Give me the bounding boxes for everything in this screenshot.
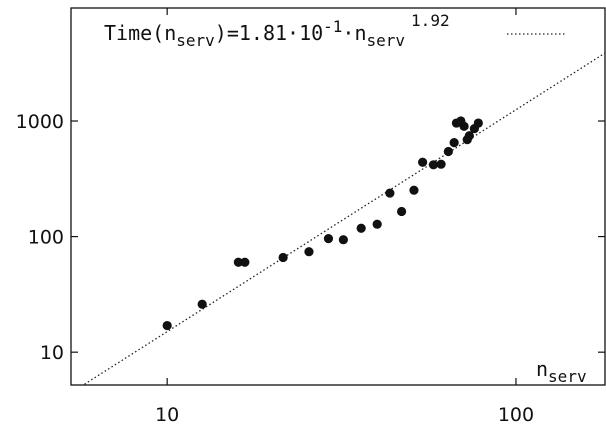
data-point — [443, 146, 453, 157]
x-axis-label-base: n — [536, 357, 548, 381]
axis-ticks — [71, 8, 605, 385]
data-point — [162, 320, 172, 331]
data-point — [464, 131, 474, 141]
plot-frame — [70, 7, 606, 386]
data-point — [385, 188, 395, 198]
data-point — [473, 118, 483, 128]
data-point — [436, 159, 446, 169]
data-point — [409, 185, 419, 195]
data-point — [240, 257, 250, 267]
fit-line — [82, 52, 605, 385]
y-tick-label: 100 — [28, 227, 64, 249]
legend-sup-2: 1.92 — [411, 11, 450, 30]
x-tick-label: 10 — [155, 404, 179, 425]
data-point — [304, 247, 314, 257]
data-point — [356, 223, 366, 233]
tick-labels: 10 100 10 100 1000 — [16, 111, 534, 425]
legend-label: Time(nserv)=1.81·10-1·nserv1.92 — [104, 11, 450, 50]
data-point — [459, 121, 469, 131]
x-tick-label: 100 — [498, 404, 534, 425]
x-axis-label: nserv — [536, 357, 587, 386]
data-point — [372, 219, 382, 229]
data-point — [449, 138, 459, 148]
x-axis-label-sub: serv — [548, 367, 587, 386]
y-tick-label: 10 — [40, 342, 64, 364]
legend-middle: )=1.81·10 — [215, 21, 323, 45]
legend-sup-1: -1 — [323, 17, 342, 36]
data-point — [418, 157, 428, 167]
legend-sub-2: serv — [367, 31, 406, 50]
data-point — [278, 252, 288, 263]
data-point — [396, 206, 407, 217]
data-points — [162, 116, 483, 331]
legend-dot: ·n — [342, 21, 366, 45]
data-point — [338, 235, 348, 245]
y-tick-label: 1000 — [16, 111, 64, 133]
data-point — [323, 234, 334, 244]
data-point — [233, 257, 243, 267]
data-point — [428, 160, 439, 170]
legend-prefix: Time(n — [104, 21, 176, 45]
data-point — [197, 299, 207, 309]
legend: Time(nserv)=1.81·10-1·nserv1.92 — [104, 11, 566, 50]
legend-sub-1: serv — [176, 31, 215, 50]
